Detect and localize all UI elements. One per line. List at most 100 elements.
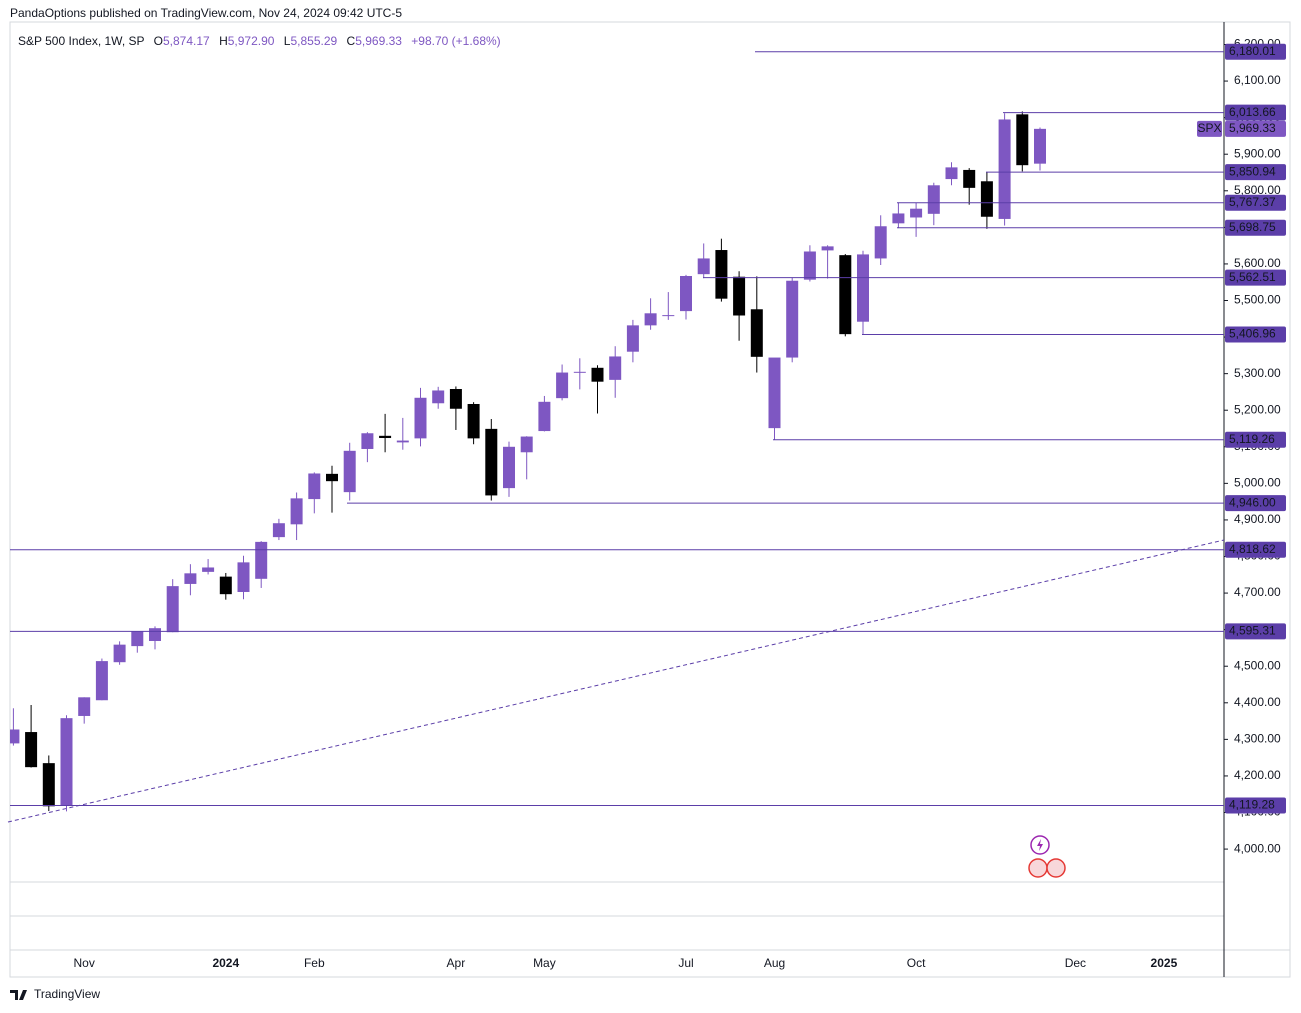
candle-body: [910, 208, 923, 218]
symbol: S&P 500 Index, 1W, SP: [18, 34, 145, 48]
candle-body: [432, 390, 445, 404]
level-label: 5,698.75: [1229, 220, 1276, 234]
candle-body: [184, 573, 197, 584]
change: +98.70 (+1.68%): [411, 34, 500, 48]
level-label: 4,119.28: [1229, 798, 1275, 812]
y-tick-label: 4,400.00: [1234, 695, 1281, 709]
candle-body: [290, 498, 303, 525]
y-tick-label: 5,500.00: [1234, 293, 1281, 307]
level-label: 5,119.26: [1229, 432, 1275, 446]
y-tick-label: 5,900.00: [1234, 146, 1281, 160]
x-tick-label: 2024: [212, 956, 239, 970]
candle-body: [219, 576, 232, 595]
candle-body: [680, 275, 692, 312]
frame: [9, 21, 1291, 978]
candle-body: [874, 226, 887, 259]
y-tick-label: 4,700.00: [1234, 585, 1281, 599]
candle-body: [149, 628, 161, 641]
candle-body: [644, 313, 657, 326]
candle-body: [980, 181, 993, 217]
candle-body: [78, 697, 91, 716]
y-tick-label: 5,600.00: [1234, 256, 1281, 270]
candle-body: [786, 280, 799, 358]
level-label: 5,406.96: [1229, 327, 1276, 341]
candle-body: [131, 631, 144, 647]
published-note: PandaOptions published on TradingView.co…: [10, 6, 402, 20]
level-label: 4,946.00: [1229, 495, 1276, 509]
x-tick-label: May: [533, 956, 556, 970]
candle-body: [343, 450, 356, 493]
x-tick-label: Apr: [447, 956, 466, 970]
candles: [10, 111, 1046, 812]
candle-body: [1016, 114, 1029, 166]
ohlc-value: 5,874.17: [163, 34, 210, 48]
y-tick-label: 4,900.00: [1234, 512, 1281, 526]
candle-body: [25, 732, 38, 768]
candle-body: [1034, 128, 1046, 164]
symbol-tag: SPX: [1197, 121, 1221, 135]
level-label-bg: [1225, 219, 1286, 236]
candle-body: [361, 433, 374, 449]
y-tick-label: 5,000.00: [1234, 476, 1281, 490]
ohlc-value: 5,855.29: [290, 34, 337, 48]
candle-body: [892, 213, 905, 224]
level-label-bg: [1225, 104, 1286, 121]
candle-body: [573, 371, 586, 373]
ohlc-value: 5,969.33: [355, 34, 402, 48]
candle-body: [538, 401, 551, 432]
candle-body: [95, 661, 108, 701]
candle-body: [963, 169, 976, 188]
candle-body: [821, 246, 834, 251]
level-label-bg: [1225, 797, 1286, 814]
candle-body: [768, 357, 781, 429]
candle-body: [715, 250, 728, 299]
level-label: 5,850.94: [1229, 164, 1276, 178]
brand-logo: TradingView: [10, 987, 100, 1001]
y-tick-label: 4,000.00: [1234, 841, 1281, 855]
candle-body: [272, 523, 285, 538]
level-label-bg: [1225, 541, 1286, 558]
x-tick-label: Nov: [74, 956, 95, 970]
candle-body: [609, 356, 622, 380]
event-icons: [1028, 835, 1066, 878]
level-label-bg: [1225, 269, 1286, 286]
y-tick-label: 6,100.00: [1234, 73, 1281, 87]
candle-body: [697, 258, 710, 275]
candle-body: [626, 325, 639, 352]
level-label-bg: [1225, 194, 1286, 211]
candle-body: [927, 185, 940, 214]
brand-name: TradingView: [34, 987, 100, 1001]
candle-body: [503, 446, 515, 489]
candle-body: [839, 255, 852, 335]
candle-body: [42, 763, 55, 807]
level-label-bg: [1225, 431, 1286, 448]
price-tag-label: 5,969.33: [1229, 121, 1276, 135]
x-tick-label: Aug: [764, 956, 785, 970]
candle-body: [449, 389, 462, 409]
symbol-tag-bg: [1197, 120, 1222, 137]
trend-line: [7, 539, 1225, 823]
y-tick-label: 4,500.00: [1234, 658, 1281, 672]
x-tick-label: Oct: [907, 956, 926, 970]
candle-body: [10, 729, 20, 744]
candle-body: [662, 315, 675, 317]
level-label-bg: [1225, 43, 1286, 60]
candle-body: [308, 473, 321, 500]
level-label: 5,562.51: [1229, 270, 1276, 284]
candle-body: [857, 254, 869, 322]
level-label: 6,180.01: [1229, 44, 1276, 58]
legend-header: S&P 500 Index, 1W, SP O5,874.17 H5,972.9…: [18, 34, 501, 48]
candle-body: [733, 276, 746, 316]
candle-body: [113, 644, 126, 663]
x-tick-label: Jul: [678, 956, 693, 970]
candle-body: [485, 428, 498, 496]
candle-body: [237, 562, 250, 592]
candle-body: [255, 541, 268, 579]
level-label: 5,767.37: [1229, 195, 1276, 209]
y-tick-label: 4,300.00: [1234, 732, 1281, 746]
candle-body: [166, 586, 179, 633]
level-label-bg: [1225, 623, 1286, 640]
candle-body: [750, 309, 763, 357]
y-tick-label: 4,200.00: [1234, 768, 1281, 782]
